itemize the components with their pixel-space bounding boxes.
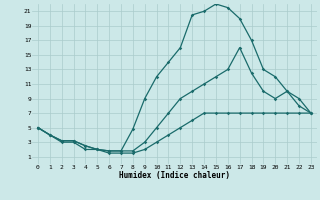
X-axis label: Humidex (Indice chaleur): Humidex (Indice chaleur) — [119, 171, 230, 180]
